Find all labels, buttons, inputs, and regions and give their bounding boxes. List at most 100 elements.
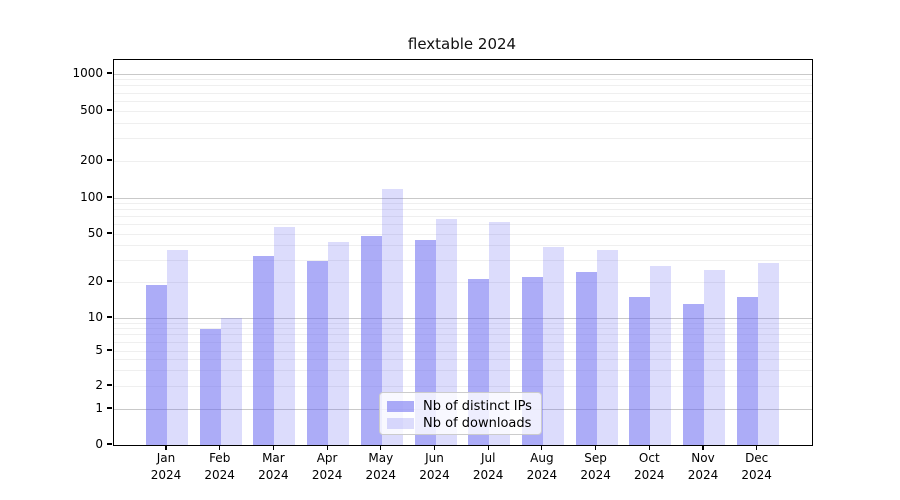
minor-gridline — [114, 359, 812, 361]
bar-distinct-ips — [736, 296, 758, 445]
bar-distinct-ips — [360, 236, 382, 445]
bar-downloads — [596, 249, 618, 445]
y-tick-mark — [107, 280, 112, 282]
bar-downloads — [435, 218, 457, 445]
bar-downloads — [542, 247, 564, 445]
minor-gridline — [114, 233, 812, 235]
minor-gridline — [114, 209, 812, 211]
x-tick-label: Jul 2024 — [472, 451, 504, 482]
major-gridline — [114, 73, 812, 75]
y-tick-mark — [107, 443, 112, 445]
x-tick-mark — [541, 445, 543, 450]
bar-distinct-ips — [146, 284, 167, 445]
x-tick-mark — [595, 445, 597, 450]
x-tick-mark — [165, 445, 167, 450]
x-tick-mark — [487, 445, 489, 450]
bar-distinct-ips — [253, 255, 275, 445]
bar-distinct-ips — [683, 304, 704, 445]
major-gridline — [114, 317, 812, 319]
y-tick-mark — [107, 72, 112, 74]
bar-downloads — [757, 262, 779, 445]
minor-gridline — [114, 350, 812, 352]
y-tick-label: 0 — [95, 437, 103, 451]
x-tick-label: Aug 2024 — [526, 451, 558, 482]
y-tick-label: 5 — [95, 343, 103, 357]
y-tick-mark — [107, 349, 112, 351]
x-tick-label: Feb 2024 — [204, 451, 235, 482]
x-tick-label: Oct 2024 — [634, 451, 665, 482]
legend-swatch-downloads — [387, 418, 414, 429]
bar-downloads — [650, 266, 672, 445]
y-tick-label: 100 — [80, 190, 103, 204]
x-tick-label: Dec 2024 — [741, 451, 772, 482]
legend: Nb of distinct IPs Nb of downloads — [379, 392, 542, 435]
y-tick-label: 1 — [95, 401, 103, 415]
chart-title: flextable 2024 — [407, 35, 517, 53]
minor-gridline — [114, 79, 812, 81]
bar-distinct-ips — [575, 272, 597, 445]
legend-swatch-distinct-ips — [387, 401, 414, 412]
minor-gridline — [114, 260, 812, 262]
bar-downloads — [704, 270, 725, 445]
y-tick-label: 1000 — [72, 66, 103, 80]
x-tick-mark — [702, 445, 704, 450]
minor-gridline — [114, 138, 812, 140]
minor-gridline — [114, 92, 812, 94]
minor-gridline — [114, 216, 812, 218]
y-tick-label: 2 — [95, 378, 103, 392]
bar-distinct-ips — [307, 260, 329, 445]
y-tick-mark — [107, 384, 112, 386]
y-tick-label: 50 — [87, 226, 103, 240]
minor-gridline — [114, 385, 812, 387]
y-tick-mark — [107, 159, 112, 161]
minor-gridline — [114, 202, 812, 204]
x-tick-mark — [326, 445, 328, 450]
y-tick-label: 10 — [87, 310, 103, 324]
minor-gridline — [114, 334, 812, 336]
minor-gridline — [114, 341, 812, 343]
x-tick-mark — [433, 445, 436, 450]
bar-downloads — [328, 241, 350, 445]
x-tick-mark — [648, 445, 650, 450]
bar-distinct-ips — [629, 296, 651, 445]
minor-gridline — [114, 110, 812, 112]
minor-gridline — [114, 160, 812, 162]
minor-gridline — [114, 245, 812, 247]
x-tick-label: Jan 2024 — [150, 451, 182, 482]
minor-gridline — [114, 281, 812, 283]
x-tick-mark — [380, 445, 382, 450]
x-tick-label: Mar 2024 — [258, 451, 289, 482]
x-tick-label: Apr 2024 — [311, 451, 343, 482]
legend-label-downloads: Nb of downloads — [423, 416, 532, 431]
y-tick-mark — [107, 232, 112, 234]
legend-entry-distinct-ips: Nb of distinct IPs — [387, 398, 534, 415]
major-gridline — [114, 197, 812, 199]
legend-entry-downloads: Nb of downloads — [387, 415, 534, 432]
bar-downloads — [167, 249, 188, 445]
x-tick-label: May 2024 — [365, 451, 397, 482]
minor-gridline — [114, 370, 812, 371]
bar-downloads — [220, 318, 242, 445]
x-tick-mark — [272, 445, 274, 450]
plot-area — [113, 59, 813, 446]
x-tick-label: Sep 2024 — [580, 451, 611, 482]
y-tick-mark — [107, 407, 112, 409]
y-tick-mark — [107, 196, 112, 198]
x-tick-mark — [756, 445, 758, 450]
minor-gridline — [114, 122, 812, 124]
bar-downloads — [274, 227, 296, 445]
minor-gridline — [114, 85, 812, 87]
y-tick-label: 20 — [87, 274, 103, 288]
legend-label-distinct-ips: Nb of distinct IPs — [423, 399, 532, 414]
minor-gridline — [114, 224, 812, 226]
bar-distinct-ips — [199, 328, 221, 445]
bar-downloads — [381, 189, 403, 445]
x-tick-label: Nov 2024 — [687, 451, 719, 482]
x-tick-label: Jun 2024 — [419, 451, 450, 482]
y-tick-label: 500 — [80, 103, 103, 117]
x-tick-mark — [219, 445, 221, 450]
y-tick-mark — [107, 316, 112, 318]
minor-gridline — [114, 322, 812, 324]
y-tick-mark — [107, 109, 112, 111]
